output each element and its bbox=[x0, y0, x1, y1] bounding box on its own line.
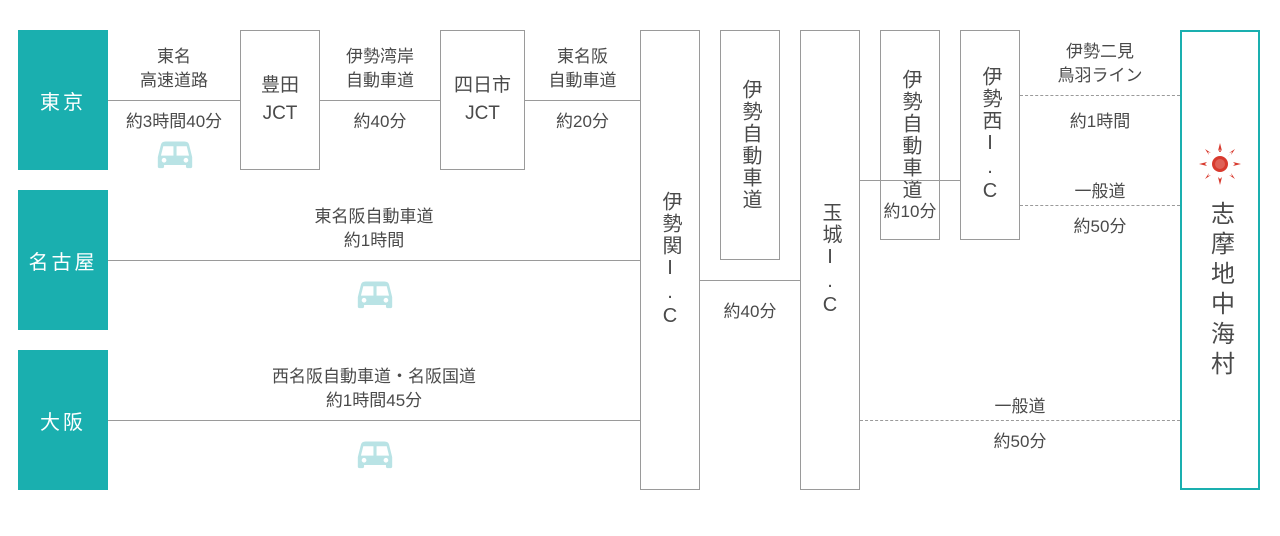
waypoint-iseseki-ic: 伊勢関I.C bbox=[640, 30, 700, 490]
osaka-t: 約1時間45分 bbox=[108, 389, 640, 413]
seg-futami: 伊勢二見 鳥羽ライン bbox=[1020, 40, 1180, 88]
seg-tamaki-time: 約40分 bbox=[700, 300, 800, 324]
line-ippan1 bbox=[1020, 205, 1180, 206]
isewy2-label: 伊勢自動車道 bbox=[896, 69, 924, 201]
waypoint-ise-expwy: 伊勢自動車道 bbox=[720, 30, 780, 260]
seg-osaka: 西名阪自動車道・名阪国道 約1時間45分 bbox=[108, 365, 640, 413]
futami-n1: 伊勢二見 bbox=[1020, 40, 1180, 64]
seg-futami-time: 約1時間 bbox=[1020, 110, 1180, 134]
seg-isewangan-time: 約40分 bbox=[320, 110, 440, 134]
origin-osaka-label: 大阪 bbox=[40, 406, 86, 435]
waypoint-yokkaichi-jct: 四日市 JCT bbox=[440, 30, 525, 170]
line-tokyo-2 bbox=[320, 100, 440, 101]
origin-tokyo: 東京 bbox=[18, 30, 108, 170]
osaka-n: 西名阪自動車道・名阪国道 bbox=[108, 365, 640, 389]
waypoint-toyota-jct: 豊田 JCT bbox=[240, 30, 320, 170]
seg-nagoya: 東名阪自動車道 約1時間 bbox=[108, 205, 640, 253]
seg-ippan2: 一般道 bbox=[860, 395, 1180, 419]
tamaki-label: 玉城I.C bbox=[816, 202, 844, 318]
isewy-label: 伊勢自動車道 bbox=[736, 79, 764, 211]
seg-ippan2-time: 約50分 bbox=[860, 430, 1180, 454]
seg-tomei-time: 約3時間40分 bbox=[108, 110, 240, 134]
isewangan-n2: 自動車道 bbox=[320, 69, 440, 93]
origin-tokyo-label: 東京 bbox=[40, 86, 86, 115]
seg-ippan1-time: 約50分 bbox=[1020, 215, 1180, 239]
yokkaichi-1: 四日市 bbox=[454, 72, 511, 101]
sun-icon bbox=[1195, 139, 1245, 189]
origin-osaka: 大阪 bbox=[18, 350, 108, 490]
seg-isenishi-time: 約10分 bbox=[860, 200, 960, 224]
line-tamaki-seg bbox=[700, 280, 800, 281]
tomei-n2: 高速道路 bbox=[108, 69, 240, 93]
seg-higashimeihan-time: 約20分 bbox=[525, 110, 640, 134]
hmh-n1: 東名阪 bbox=[525, 45, 640, 69]
line-tokyo-1 bbox=[108, 100, 240, 101]
line-isenishi-seg bbox=[860, 180, 960, 181]
hmh-n2: 自動車道 bbox=[525, 69, 640, 93]
nagoya-t: 約1時間 bbox=[108, 229, 640, 253]
origin-nagoya-label: 名古屋 bbox=[29, 246, 98, 275]
seg-higashimeihan: 東名阪 自動車道 bbox=[525, 45, 640, 93]
nagoya-n: 東名阪自動車道 bbox=[108, 205, 640, 229]
futami-n2: 鳥羽ライン bbox=[1020, 64, 1180, 88]
line-nagoya bbox=[108, 260, 640, 261]
waypoint-tamaki-ic: 玉城I.C bbox=[800, 30, 860, 490]
seg-isewangan: 伊勢湾岸 自動車道 bbox=[320, 45, 440, 93]
origin-nagoya: 名古屋 bbox=[18, 190, 108, 330]
line-ippan2 bbox=[860, 420, 1180, 421]
line-tokyo-3 bbox=[525, 100, 640, 101]
isewangan-n1: 伊勢湾岸 bbox=[320, 45, 440, 69]
toyota-1: 豊田 bbox=[261, 72, 299, 101]
car-icon bbox=[150, 135, 200, 173]
toyota-2: JCT bbox=[263, 100, 298, 129]
tomei-n1: 東名 bbox=[108, 45, 240, 69]
seg-tomei: 東名 高速道路 bbox=[108, 45, 240, 93]
isenishi-label: 伊勢西I.C bbox=[976, 66, 1004, 204]
line-osaka bbox=[108, 420, 640, 421]
yokkaichi-2: JCT bbox=[465, 100, 500, 129]
car-icon bbox=[350, 275, 400, 313]
car-icon bbox=[350, 435, 400, 473]
seg-ippan1: 一般道 bbox=[1020, 180, 1180, 204]
destination-box: 志摩地中海村 bbox=[1180, 30, 1260, 490]
destination-label: 志摩地中海村 bbox=[1203, 201, 1238, 381]
waypoint-isenishi-ic: 伊勢西I.C bbox=[960, 30, 1020, 240]
line-futami bbox=[1020, 95, 1180, 96]
iseseki-label: 伊勢関I.C bbox=[656, 191, 684, 329]
